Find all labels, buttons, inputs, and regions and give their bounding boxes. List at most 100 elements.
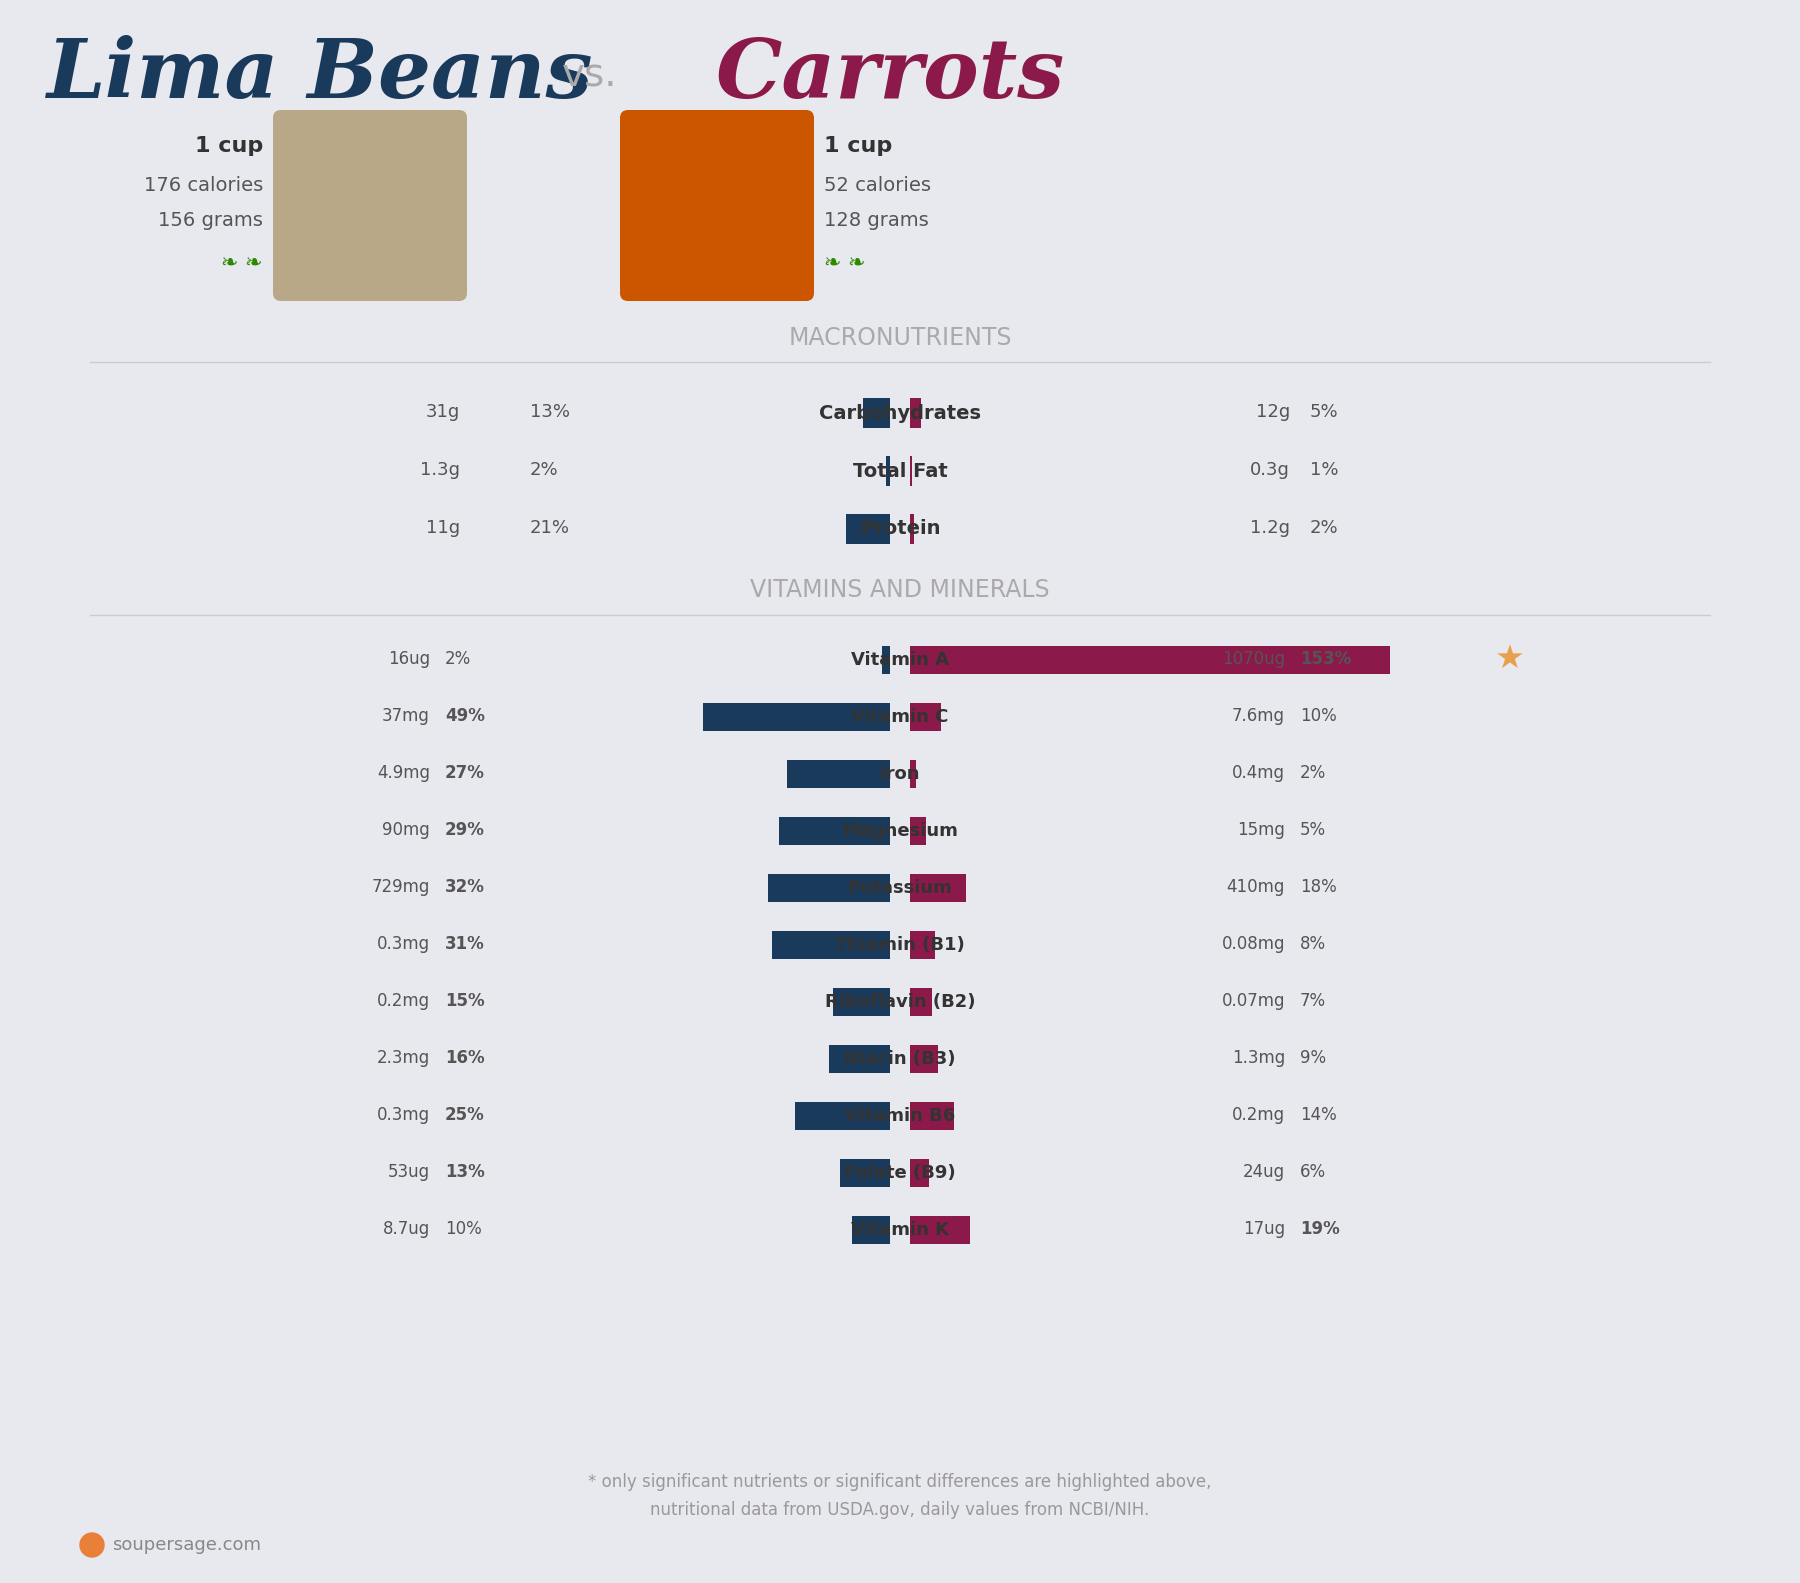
Bar	[911, 988, 932, 1016]
Text: 156 grams: 156 grams	[158, 211, 263, 230]
Bar	[882, 646, 889, 674]
Text: 16ug: 16ug	[387, 651, 430, 668]
Text: Riboflavin (B2): Riboflavin (B2)	[824, 993, 976, 1012]
Text: ❧ ❧: ❧ ❧	[221, 253, 263, 272]
Text: 2%: 2%	[529, 461, 558, 480]
Bar	[772, 931, 889, 959]
Text: 14%: 14%	[1300, 1107, 1337, 1124]
Text: 1 cup: 1 cup	[194, 136, 263, 157]
Text: 0.3g: 0.3g	[1251, 461, 1291, 480]
Text: 1.3g: 1.3g	[419, 461, 461, 480]
Text: 25%: 25%	[445, 1107, 484, 1124]
Bar	[911, 456, 913, 486]
Text: 153%: 153%	[1300, 651, 1352, 668]
Text: Magnesium: Magnesium	[842, 822, 958, 841]
Text: * only significant nutrients or significant differences are highlighted above,: * only significant nutrients or signific…	[589, 1474, 1211, 1491]
Text: 10%: 10%	[1300, 708, 1337, 725]
Bar	[862, 397, 889, 427]
Text: soupersage.com: soupersage.com	[112, 1536, 261, 1555]
Text: Vitamin B6: Vitamin B6	[844, 1107, 956, 1126]
Text: 15%: 15%	[445, 993, 484, 1010]
Bar	[794, 1102, 889, 1130]
Text: 1.2g: 1.2g	[1249, 519, 1291, 537]
Text: 1%: 1%	[1310, 461, 1339, 480]
Bar	[779, 817, 889, 845]
Bar	[886, 456, 889, 486]
Text: 4.9mg: 4.9mg	[376, 765, 430, 782]
Text: 27%: 27%	[445, 765, 484, 782]
Text: 13%: 13%	[445, 1164, 484, 1181]
Text: ★: ★	[1496, 643, 1525, 676]
Text: 410mg: 410mg	[1226, 879, 1285, 896]
Text: 2.3mg: 2.3mg	[376, 1050, 430, 1067]
Text: Vitamin K: Vitamin K	[851, 1220, 949, 1239]
Text: 1070ug: 1070ug	[1222, 651, 1285, 668]
Bar	[911, 397, 920, 427]
Text: 0.3mg: 0.3mg	[376, 1107, 430, 1124]
Text: 7.6mg: 7.6mg	[1231, 708, 1285, 725]
Bar	[911, 1102, 954, 1130]
Text: Protein: Protein	[860, 519, 940, 538]
Bar	[830, 1045, 889, 1073]
Text: 0.2mg: 0.2mg	[1231, 1107, 1285, 1124]
Text: 0.2mg: 0.2mg	[376, 993, 430, 1010]
FancyBboxPatch shape	[274, 109, 466, 301]
Bar	[704, 703, 889, 731]
Text: 29%: 29%	[445, 822, 484, 839]
Text: ❧ ❧: ❧ ❧	[824, 253, 866, 272]
Bar	[911, 760, 916, 788]
Text: 13%: 13%	[529, 404, 571, 421]
Text: 6%: 6%	[1300, 1164, 1327, 1181]
Text: 1 cup: 1 cup	[824, 136, 893, 157]
Bar	[911, 1159, 929, 1187]
Text: 7%: 7%	[1300, 993, 1327, 1010]
Text: 90mg: 90mg	[382, 822, 430, 839]
Text: vs.: vs.	[562, 55, 617, 93]
Text: 8.7ug: 8.7ug	[383, 1220, 430, 1238]
Text: 729mg: 729mg	[371, 879, 430, 896]
Bar	[911, 646, 1390, 674]
Text: 5%: 5%	[1310, 404, 1339, 421]
Text: Carrots: Carrots	[715, 35, 1064, 116]
Text: nutritional data from USDA.gov, daily values from NCBI/NIH.: nutritional data from USDA.gov, daily va…	[650, 1501, 1150, 1520]
Text: 9%: 9%	[1300, 1050, 1327, 1067]
Text: Potassium: Potassium	[848, 879, 952, 898]
Text: 49%: 49%	[445, 708, 484, 725]
Text: Thiamin (B1): Thiamin (B1)	[835, 936, 965, 955]
Text: 0.07mg: 0.07mg	[1222, 993, 1285, 1010]
Text: 10%: 10%	[445, 1220, 482, 1238]
Text: 128 grams: 128 grams	[824, 211, 929, 230]
Text: 32%: 32%	[445, 879, 484, 896]
Text: Vitamin C: Vitamin C	[851, 708, 949, 727]
Text: Niacin (B3): Niacin (B3)	[844, 1050, 956, 1069]
Text: Folate (B9): Folate (B9)	[844, 1164, 956, 1183]
Text: 2%: 2%	[1310, 519, 1339, 537]
Bar	[833, 988, 889, 1016]
Text: 31%: 31%	[445, 936, 484, 953]
Text: 19%: 19%	[1300, 1220, 1339, 1238]
Text: 52 calories: 52 calories	[824, 176, 931, 195]
Text: 24ug: 24ug	[1242, 1164, 1285, 1181]
Text: 21%: 21%	[529, 519, 571, 537]
Text: 1.3mg: 1.3mg	[1231, 1050, 1285, 1067]
Text: 176 calories: 176 calories	[144, 176, 263, 195]
Text: 15mg: 15mg	[1237, 822, 1285, 839]
Text: 0.3mg: 0.3mg	[376, 936, 430, 953]
Text: 8%: 8%	[1300, 936, 1327, 953]
Bar	[911, 874, 967, 902]
Text: 5%: 5%	[1300, 822, 1327, 839]
Text: 17ug: 17ug	[1242, 1220, 1285, 1238]
Text: 53ug: 53ug	[387, 1164, 430, 1181]
Text: 0.4mg: 0.4mg	[1231, 765, 1285, 782]
Bar	[911, 931, 934, 959]
Text: 11g: 11g	[427, 519, 461, 537]
Bar	[911, 817, 925, 845]
Text: VITAMINS AND MINERALS: VITAMINS AND MINERALS	[751, 578, 1049, 602]
Text: 16%: 16%	[445, 1050, 484, 1067]
Bar	[911, 703, 941, 731]
Circle shape	[79, 1532, 104, 1558]
Bar	[851, 1216, 889, 1244]
Bar	[911, 1045, 938, 1073]
Text: 2%: 2%	[1300, 765, 1327, 782]
Bar	[911, 1216, 970, 1244]
